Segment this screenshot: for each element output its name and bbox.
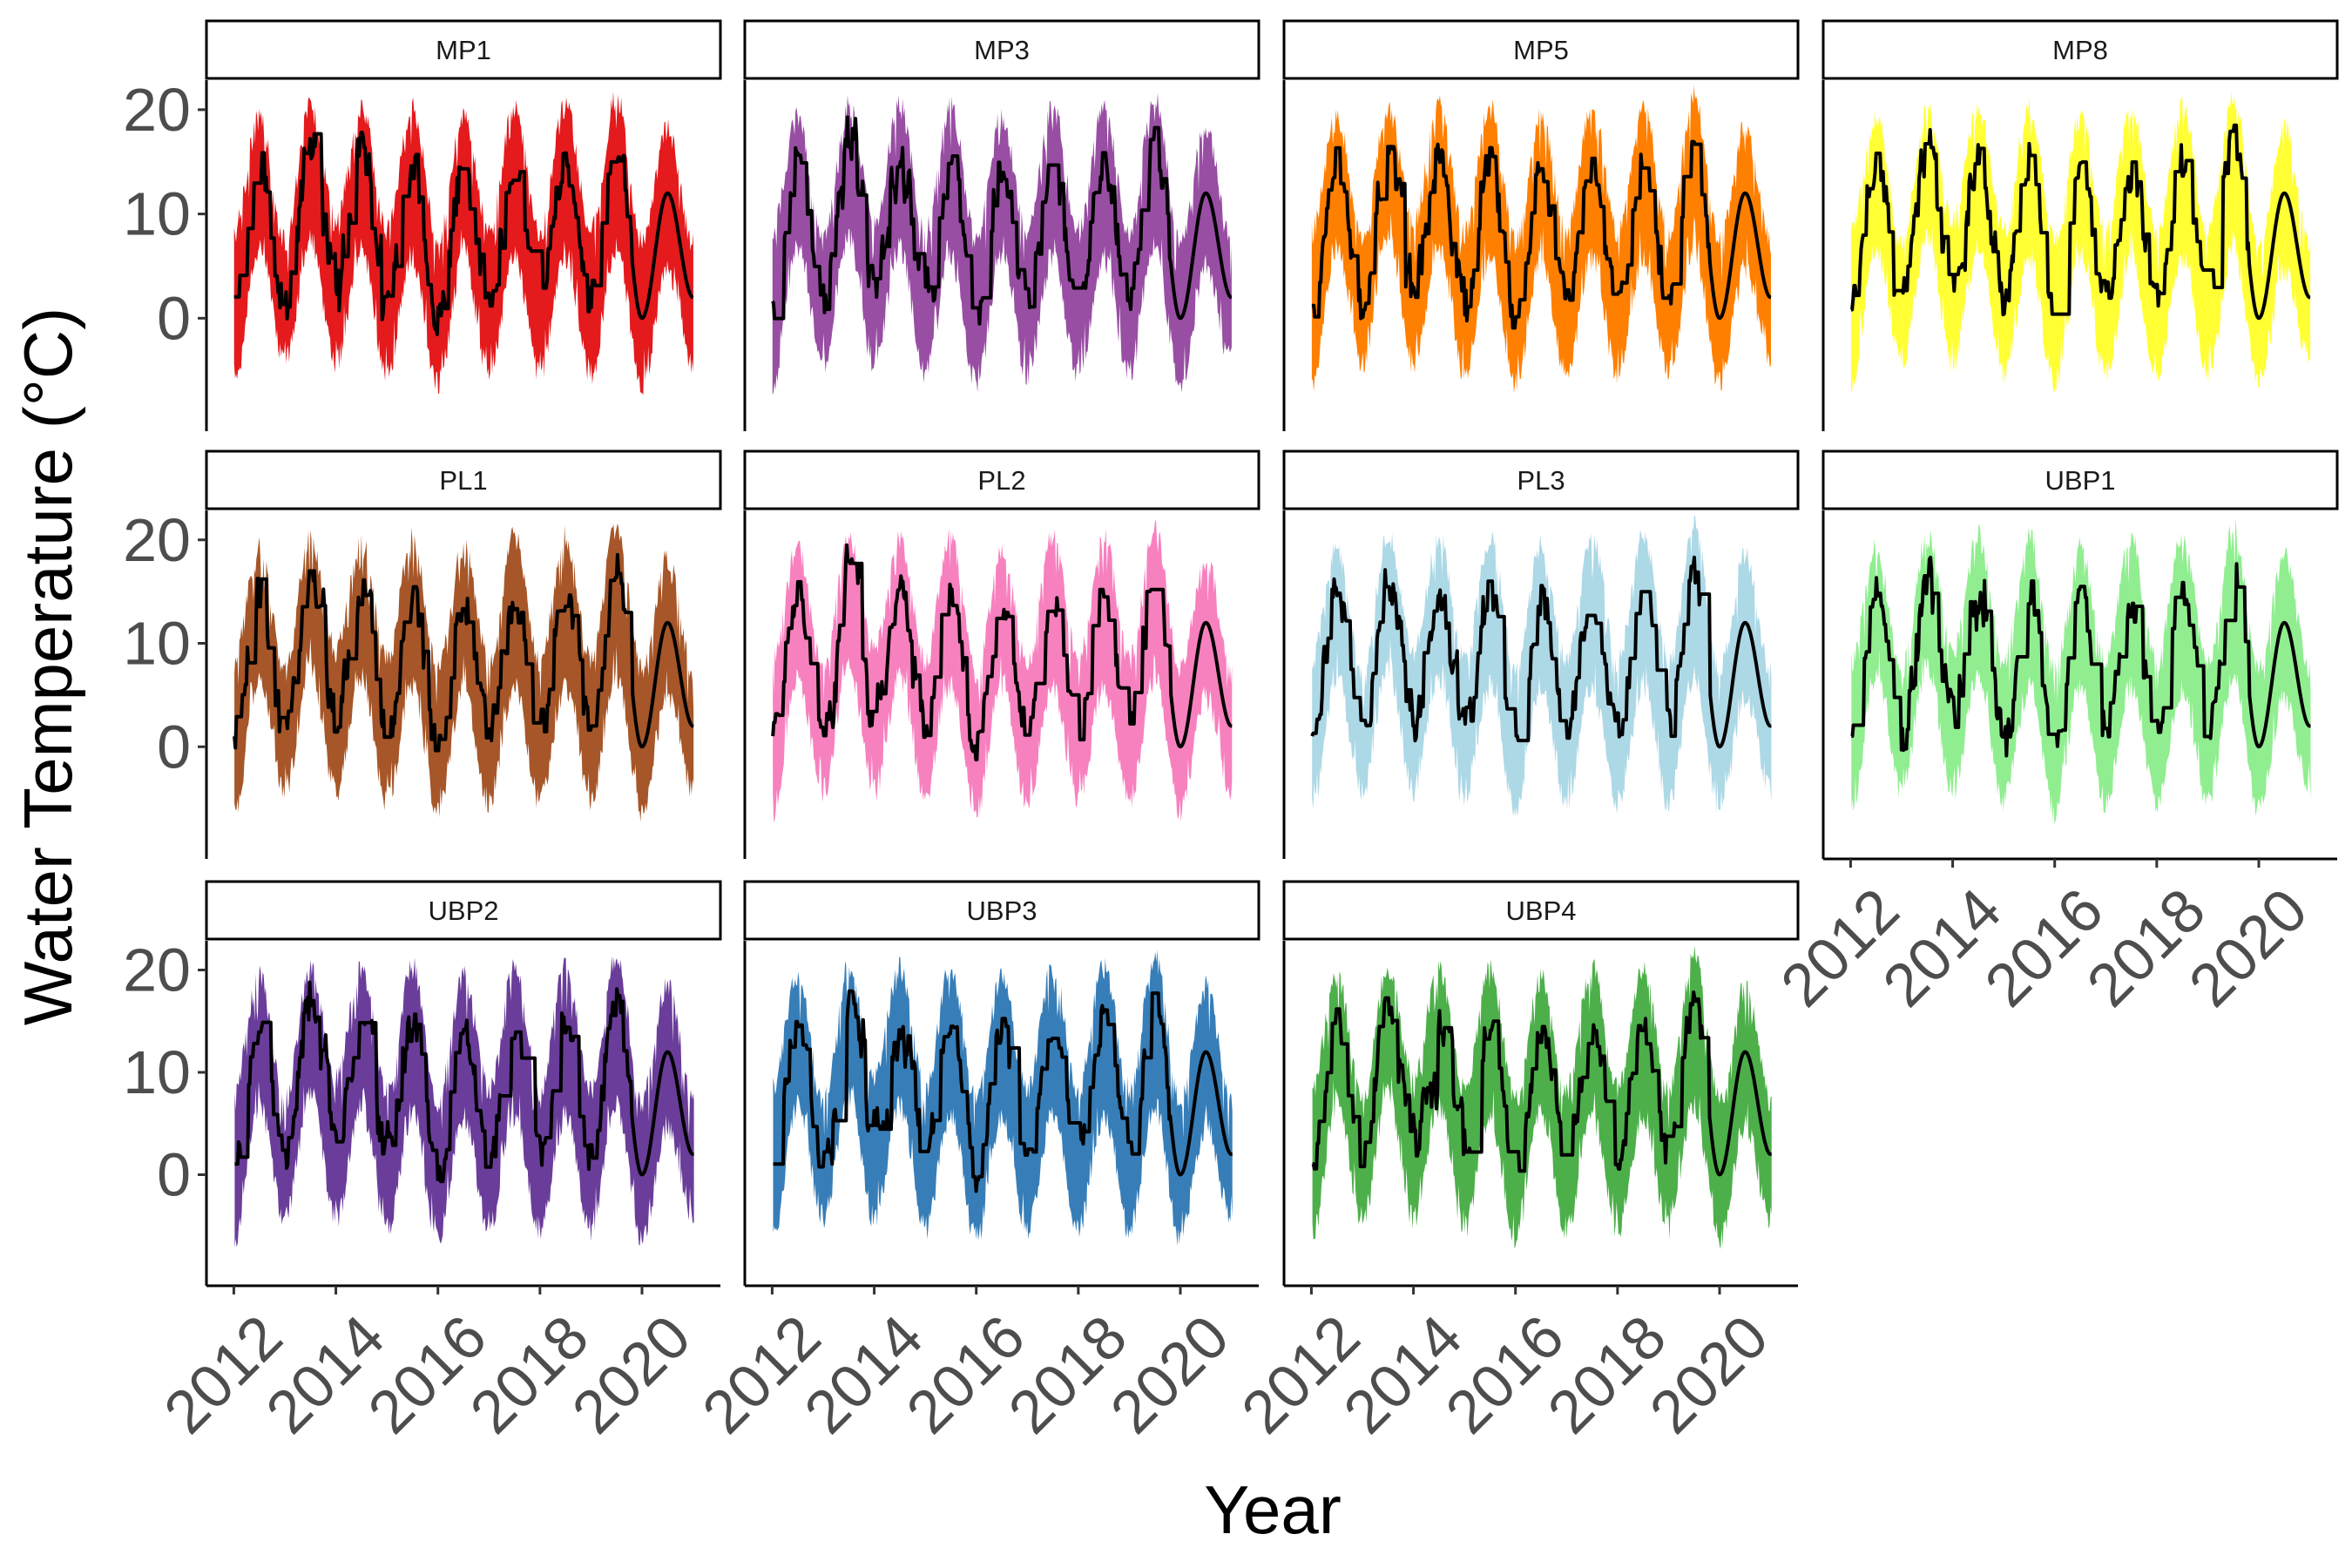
y-tick-label: 20 bbox=[123, 936, 191, 1004]
facet-strip bbox=[1821, 449, 2339, 510]
facet-strip-label: MP8 bbox=[2052, 35, 2108, 65]
x-axis-title: Year bbox=[1204, 1471, 1342, 1548]
x-tick-label: 2018 bbox=[1535, 1302, 1679, 1446]
facet-strip bbox=[743, 19, 1260, 80]
facet-strip-label: MP3 bbox=[974, 35, 1030, 65]
facet-strip bbox=[1282, 880, 1800, 941]
x-tick-label: 2016 bbox=[894, 1302, 1037, 1446]
panel-mp1: MP1 0 10 20 bbox=[123, 19, 722, 431]
median-line-ubp1 bbox=[1850, 555, 2312, 758]
facet-strip bbox=[1282, 19, 1800, 80]
median-line-ubp2 bbox=[233, 980, 695, 1184]
x-tick-label: 2018 bbox=[457, 1302, 601, 1446]
x-tick-label: 2020 bbox=[2176, 875, 2320, 1019]
y-tick-label: 10 bbox=[123, 1038, 191, 1106]
panel-pl3: PL3 bbox=[1282, 449, 1800, 859]
facet-strip-label: PL2 bbox=[977, 465, 1025, 496]
x-tick-label: 2014 bbox=[1331, 1302, 1475, 1446]
facet-strip bbox=[205, 880, 722, 941]
y-tick-label: 0 bbox=[157, 713, 191, 781]
facet-strip-label: UBP1 bbox=[2045, 465, 2116, 496]
median-line-mp5 bbox=[1311, 139, 1772, 330]
median-line-pl3 bbox=[1310, 555, 1773, 749]
median-line-ubp4 bbox=[1311, 990, 1773, 1177]
panel-mp8: MP8 bbox=[1821, 19, 2339, 431]
x-tick-label: 2014 bbox=[253, 1302, 397, 1446]
ribbon-pl2 bbox=[773, 519, 1233, 822]
median-line-ubp3 bbox=[772, 989, 1233, 1193]
ribbon-mp1 bbox=[233, 91, 693, 395]
panel-mp5: MP5 bbox=[1282, 19, 1800, 431]
y-tick-label: 20 bbox=[123, 76, 191, 144]
ribbon-ubp2 bbox=[234, 956, 694, 1248]
facet-strip-label: UBP2 bbox=[429, 896, 499, 926]
facet-strip-label: PL1 bbox=[439, 465, 487, 496]
x-tick-label: 2016 bbox=[1972, 875, 2116, 1019]
ribbon-ubp3 bbox=[773, 950, 1233, 1247]
y-tick-label: 20 bbox=[123, 506, 191, 574]
ribbon-mp5 bbox=[1311, 84, 1771, 393]
y-tick-label: 0 bbox=[157, 284, 191, 352]
facet-strip-label: MP1 bbox=[436, 35, 491, 65]
facet-strip-label: UBP3 bbox=[967, 896, 1037, 926]
median-line-pl1 bbox=[233, 552, 695, 753]
median-line-mp1 bbox=[233, 131, 694, 336]
facet-strip bbox=[1821, 19, 2339, 80]
x-tick-label: 2018 bbox=[2074, 875, 2218, 1019]
x-tick-label: 2020 bbox=[1637, 1302, 1781, 1446]
y-tick-label: 0 bbox=[157, 1141, 191, 1209]
ribbon-pl1 bbox=[234, 523, 694, 822]
x-tick-label: 2020 bbox=[559, 1302, 703, 1446]
x-tick-label: 2020 bbox=[1098, 1302, 1241, 1446]
ribbon-ubp1 bbox=[1851, 517, 2311, 824]
panel-pl1: PL1 0 10 20 bbox=[123, 449, 722, 859]
panel-mp3: MP3 bbox=[743, 19, 1260, 431]
facet-strip bbox=[1282, 449, 1800, 510]
facet-strip-label: UBP4 bbox=[1506, 896, 1577, 926]
facet-strip-label: MP5 bbox=[1513, 35, 1569, 65]
ribbon-pl3 bbox=[1312, 515, 1772, 817]
facet-strip bbox=[205, 19, 722, 80]
ribbon-mp8 bbox=[1850, 91, 2311, 394]
facet-strip bbox=[743, 449, 1260, 510]
x-tick-label: 2016 bbox=[355, 1302, 499, 1446]
median-line-mp8 bbox=[1850, 123, 2311, 321]
x-tick-label: 2012 bbox=[1228, 1302, 1372, 1446]
x-tick-label: 2012 bbox=[151, 1302, 294, 1446]
y-axis-title: Water Temperature (°C) bbox=[10, 308, 86, 1025]
y-tick-label: 10 bbox=[123, 180, 191, 248]
x-tick-label: 2018 bbox=[996, 1302, 1139, 1446]
x-tick-label: 2016 bbox=[1433, 1302, 1577, 1446]
median-line-mp3 bbox=[771, 115, 1233, 326]
y-tick-label: 10 bbox=[123, 610, 191, 678]
x-tick-label: 2012 bbox=[689, 1302, 833, 1446]
facet-strip bbox=[205, 449, 722, 510]
panel-pl2: PL2 bbox=[743, 449, 1260, 859]
facet-strip bbox=[743, 880, 1260, 941]
x-tick-label: 2014 bbox=[1870, 875, 2014, 1019]
ribbon-ubp4 bbox=[1312, 945, 1772, 1249]
x-tick-label: 2014 bbox=[792, 1302, 936, 1446]
ribbon-mp3 bbox=[772, 92, 1232, 395]
facet-strip-label: PL3 bbox=[1517, 465, 1565, 496]
median-line-pl2 bbox=[771, 543, 1233, 762]
